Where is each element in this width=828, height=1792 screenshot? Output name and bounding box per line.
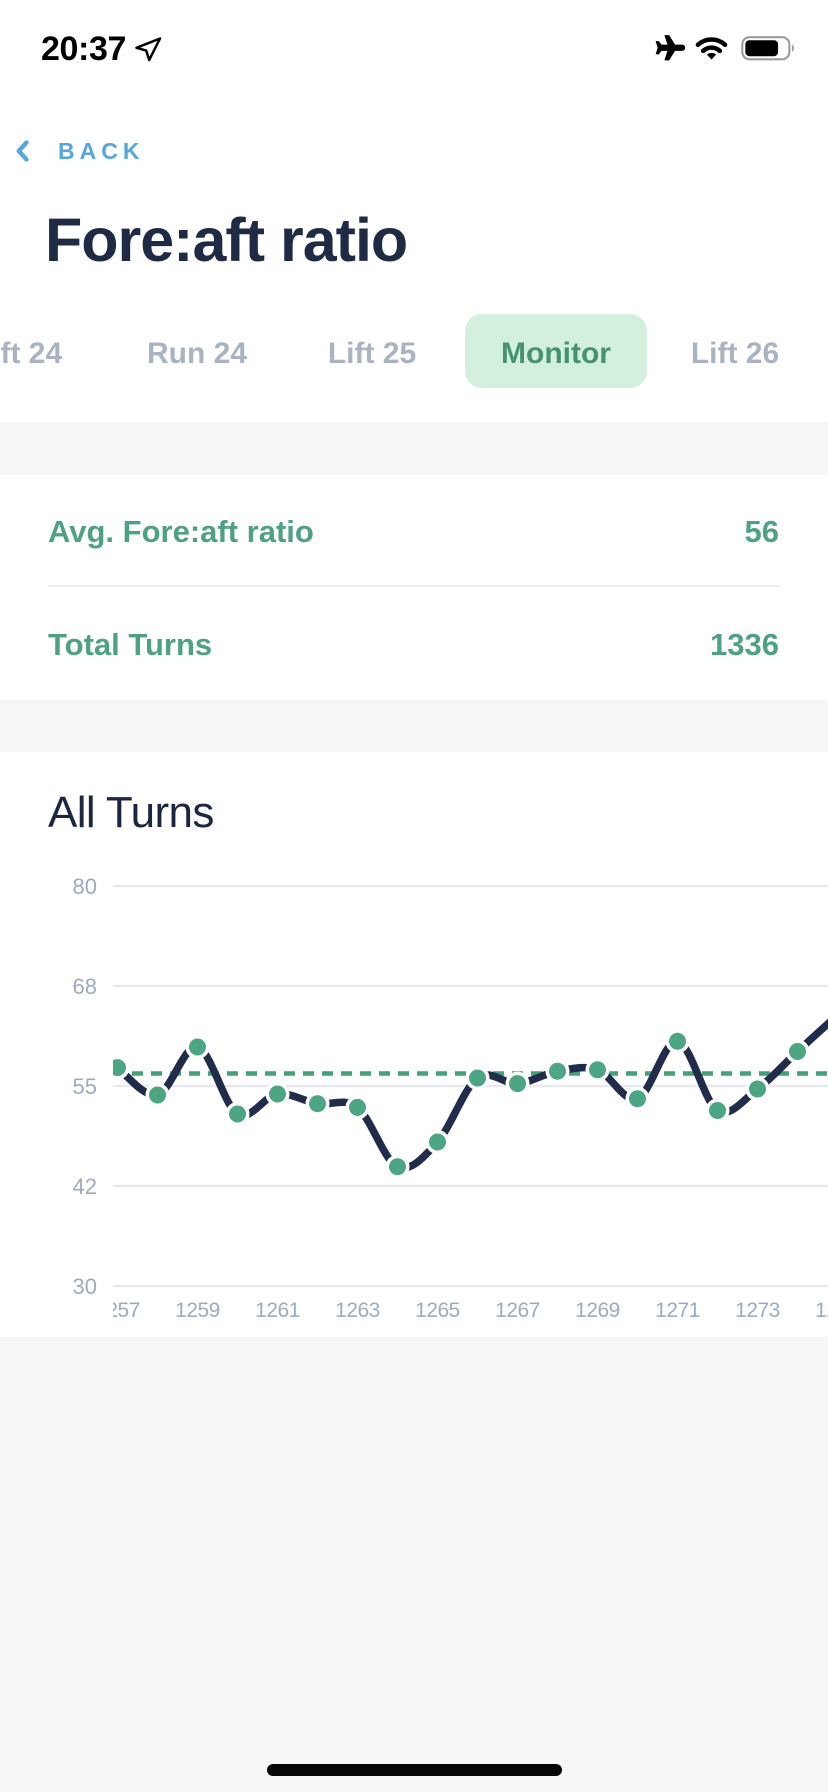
svg-text:1261: 1261 bbox=[255, 1299, 300, 1322]
svg-text:1269: 1269 bbox=[575, 1299, 620, 1322]
svg-text:80: 80 bbox=[73, 874, 97, 899]
svg-text:1257: 1257 bbox=[95, 1299, 140, 1322]
svg-text:1273: 1273 bbox=[735, 1299, 780, 1322]
svg-text:1267: 1267 bbox=[495, 1299, 540, 1322]
svg-text:1271: 1271 bbox=[655, 1299, 700, 1322]
svg-text:68: 68 bbox=[73, 974, 97, 999]
svg-text:1263: 1263 bbox=[335, 1299, 380, 1322]
svg-text:42: 42 bbox=[73, 1174, 97, 1199]
svg-text:30: 30 bbox=[73, 1274, 97, 1299]
svg-text:1259: 1259 bbox=[175, 1299, 220, 1322]
svg-text:1265: 1265 bbox=[415, 1299, 460, 1322]
svg-text:55: 55 bbox=[73, 1074, 97, 1099]
svg-text:1275: 1275 bbox=[815, 1299, 828, 1322]
